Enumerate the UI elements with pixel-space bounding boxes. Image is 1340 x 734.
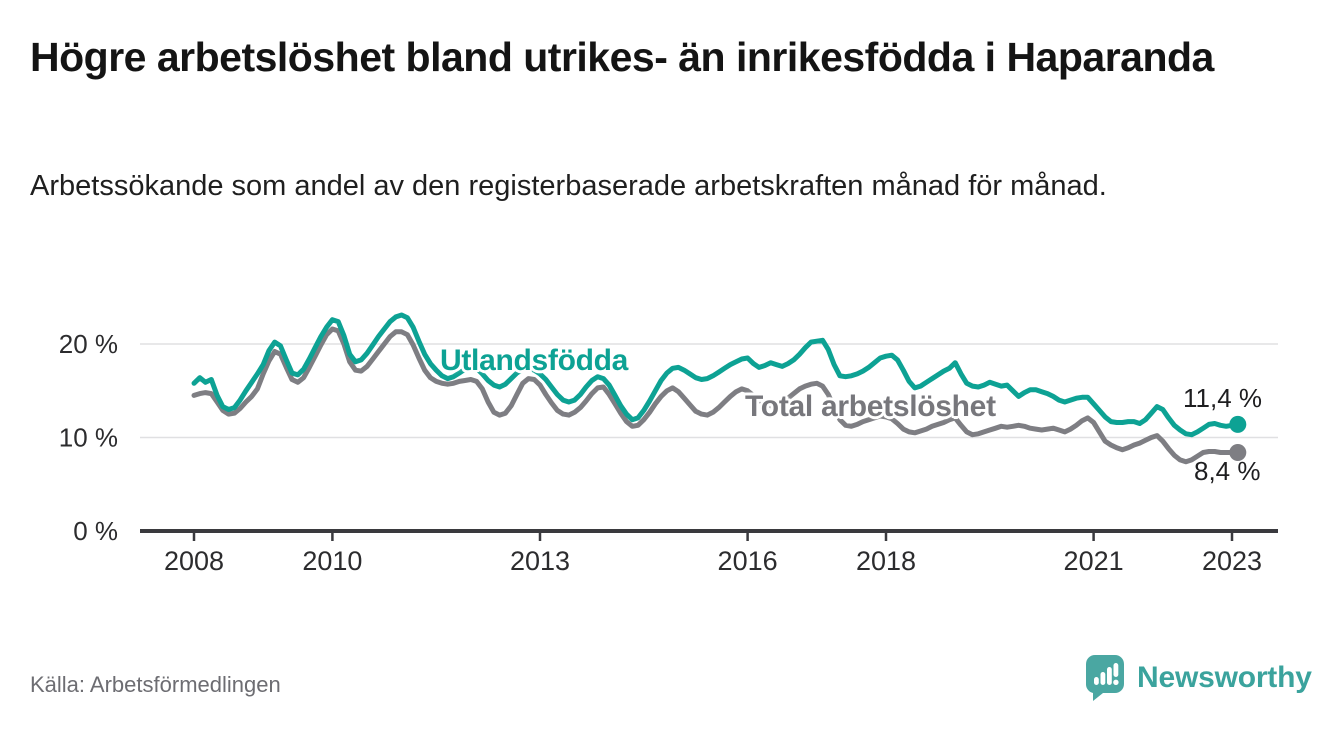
svg-text:2018: 2018	[856, 546, 916, 576]
chart-subtitle: Arbetssökande som andel av den registerb…	[30, 170, 1107, 202]
line-chart: 0 % 10 % 20 % 2008 2010 2013 2016 2018 2021 2023 …	[0, 290, 1340, 600]
end-value-total-arbetsloshet: 8,4 %	[1194, 456, 1261, 486]
chart-title: Högre arbetslöshet bland utrikes- än inr…	[30, 34, 1214, 80]
svg-text:0 %: 0 %	[73, 516, 118, 546]
svg-text:2013: 2013	[510, 546, 570, 576]
svg-text:2023: 2023	[1202, 546, 1262, 576]
newsworthy-logo: Newsworthy	[1086, 655, 1312, 701]
source-note: Källa: Arbetsförmedlingen	[30, 672, 281, 697]
svg-text:10 %: 10 %	[59, 423, 118, 453]
series-label-utlandsfodda: Utlandsfödda	[440, 344, 629, 377]
plot-svg: 0 % 10 % 20 % 2008 2010 2013 2016 2018 2021 2023	[59, 312, 1278, 576]
newsworthy-wordmark: Newsworthy	[1137, 661, 1312, 694]
end-value-utlandsfodda: 11,4 %	[1183, 383, 1263, 413]
svg-text:20 %: 20 %	[59, 329, 118, 359]
svg-text:2016: 2016	[718, 546, 778, 576]
svg-text:2008: 2008	[164, 546, 224, 576]
svg-text:2010: 2010	[302, 546, 362, 576]
series-label-total-arbetsloshet: Total arbetslöshet	[745, 390, 996, 423]
newsworthy-bars-icon	[1086, 655, 1124, 701]
svg-text:2021: 2021	[1064, 546, 1124, 576]
